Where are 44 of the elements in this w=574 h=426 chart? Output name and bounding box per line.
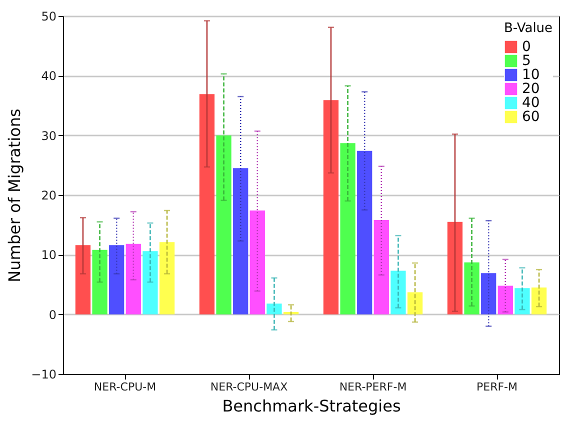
bar (283, 312, 299, 314)
x-tick-label: PERF-M (476, 380, 518, 394)
legend-label: 60 (522, 109, 540, 125)
legend-label: 10 (522, 67, 540, 83)
bar (447, 222, 463, 314)
x-tick-label: NER-CPU-MAX (210, 380, 288, 394)
x-tick-label: NER-CPU-M (94, 380, 156, 394)
bar (323, 100, 339, 314)
legend-label: 5 (522, 53, 531, 69)
bar (159, 242, 175, 314)
bar (92, 250, 108, 314)
bar (357, 150, 372, 314)
bar (531, 287, 547, 314)
bar (250, 210, 265, 314)
y-tick-label: 40 (41, 69, 56, 84)
y-tick-label: 10 (41, 248, 56, 262)
bar (233, 168, 248, 314)
y-tick-label: 20 (41, 188, 56, 202)
bar (464, 262, 480, 314)
bar (75, 245, 91, 314)
x-axis-title: Benchmark-Strategies (222, 396, 401, 416)
legend-label: 0 (522, 39, 531, 55)
y-tick-label: 0 (48, 308, 56, 322)
y-tick-label: 30 (41, 128, 56, 143)
bar (266, 304, 282, 314)
bar (142, 251, 158, 314)
x-tick-label: NER-PERF-M (339, 380, 407, 394)
bar (407, 292, 423, 314)
bar (481, 273, 496, 314)
legend-title: B-Value (504, 21, 553, 36)
bar (514, 288, 530, 314)
y-tick-label: −10 (31, 368, 56, 382)
bar (216, 135, 232, 314)
bar (390, 270, 406, 314)
y-axis-title: Number of Migrations (5, 108, 24, 282)
bar (340, 143, 356, 314)
legend-label: 40 (522, 95, 540, 111)
bar (374, 220, 389, 314)
y-tick-label: 50 (41, 10, 56, 24)
bar (199, 94, 215, 314)
bar (126, 244, 141, 314)
legend-label: 20 (522, 81, 540, 97)
bar (109, 245, 124, 314)
bar (498, 286, 513, 314)
